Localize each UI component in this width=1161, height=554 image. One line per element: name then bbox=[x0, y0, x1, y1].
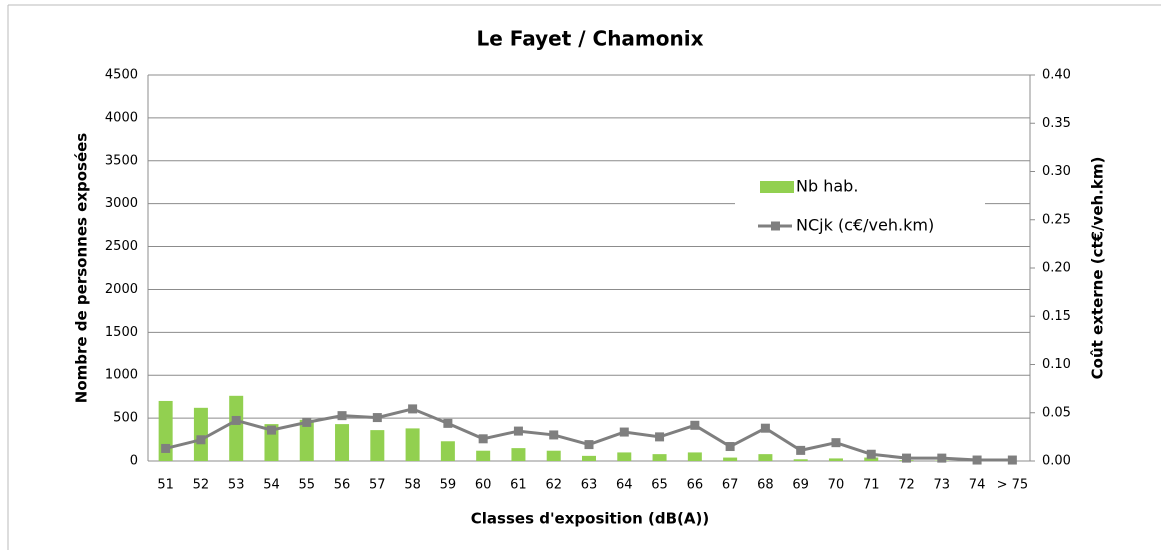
line-marker bbox=[902, 454, 911, 463]
y-tick-label: 2000 bbox=[105, 282, 138, 297]
line-marker bbox=[585, 440, 594, 449]
x-tick-label: 65 bbox=[651, 478, 668, 493]
line-marker bbox=[973, 456, 982, 465]
y-tick-label: 4500 bbox=[105, 68, 138, 83]
bar bbox=[194, 408, 208, 461]
bar bbox=[758, 454, 772, 461]
x-tick-label: 52 bbox=[193, 478, 210, 493]
y-tick-label: 3000 bbox=[105, 196, 138, 211]
y-tick-label: 1500 bbox=[105, 325, 138, 340]
x-tick-label: 74 bbox=[969, 478, 986, 493]
line-marker bbox=[867, 450, 876, 459]
x-tick-label: 57 bbox=[369, 478, 386, 493]
y2-tick-label: 0.05 bbox=[1042, 405, 1071, 420]
y2-tick-label: 0.20 bbox=[1042, 261, 1071, 276]
x-tick-label: 69 bbox=[792, 478, 809, 493]
y-tick-label: 4000 bbox=[105, 110, 138, 125]
y-tick-label: 500 bbox=[113, 411, 138, 426]
x-tick-label: 53 bbox=[228, 478, 245, 493]
chart-title: Le Fayet / Chamonix bbox=[476, 27, 703, 51]
line-marker bbox=[690, 421, 699, 430]
line bbox=[166, 409, 1013, 460]
line-marker bbox=[831, 438, 840, 447]
x-tick-label: 56 bbox=[334, 478, 351, 493]
bar bbox=[441, 441, 455, 461]
y-tick-label: 2500 bbox=[105, 239, 138, 254]
y2-tick-label: 0.15 bbox=[1042, 309, 1071, 324]
y2-tick-label: 0.10 bbox=[1042, 357, 1071, 372]
line-marker bbox=[549, 430, 558, 439]
x-tick-label: > 75 bbox=[997, 478, 1029, 493]
x-tick-label: 62 bbox=[545, 478, 562, 493]
y-tick-label: 0 bbox=[130, 454, 138, 469]
line-marker bbox=[196, 435, 205, 444]
line-marker bbox=[726, 442, 735, 451]
legend-swatch bbox=[760, 181, 794, 193]
y2-tick-label: 0.25 bbox=[1042, 212, 1071, 227]
bar bbox=[229, 396, 243, 461]
line-marker bbox=[408, 404, 417, 413]
y-tick-label: 3500 bbox=[105, 153, 138, 168]
x-tick-label: 70 bbox=[828, 478, 845, 493]
x-tick-label: 73 bbox=[934, 478, 951, 493]
x-tick-label: 58 bbox=[404, 478, 421, 493]
bar bbox=[582, 456, 596, 461]
line-marker bbox=[655, 432, 664, 441]
line-marker bbox=[302, 418, 311, 427]
x-tick-label: 55 bbox=[298, 478, 315, 493]
bar bbox=[723, 458, 737, 461]
bar bbox=[653, 454, 667, 461]
x-tick-label: 71 bbox=[863, 478, 880, 493]
y2-tick-label: 0.35 bbox=[1042, 116, 1071, 131]
line-marker bbox=[620, 428, 629, 437]
x-tick-label: 72 bbox=[898, 478, 915, 493]
bar bbox=[370, 430, 384, 461]
line-marker bbox=[761, 424, 770, 433]
x-tick-label: 67 bbox=[722, 478, 739, 493]
line-marker bbox=[937, 454, 946, 463]
bar bbox=[794, 459, 808, 461]
x-tick-label: 51 bbox=[157, 478, 174, 493]
y2-tick-label: 0.30 bbox=[1042, 164, 1071, 179]
bar bbox=[688, 452, 702, 461]
bar bbox=[617, 452, 631, 461]
line-marker bbox=[267, 426, 276, 435]
x-tick-label: 60 bbox=[475, 478, 492, 493]
bar bbox=[511, 448, 525, 461]
legend-label: Nb hab. bbox=[796, 177, 858, 196]
x-tick-label: 63 bbox=[581, 478, 598, 493]
y2-axis-title: Coût externe (ct€/veh.km) bbox=[1089, 157, 1107, 380]
x-tick-label: 59 bbox=[440, 478, 457, 493]
y-axis-title: Nombre de personnes exposées bbox=[73, 133, 91, 404]
y2-tick-label: 0.40 bbox=[1042, 68, 1071, 83]
bar bbox=[476, 451, 490, 461]
bar bbox=[335, 424, 349, 461]
line-marker bbox=[338, 411, 347, 420]
bar bbox=[547, 451, 561, 461]
x-tick-label: 54 bbox=[263, 478, 280, 493]
line-marker bbox=[443, 419, 452, 428]
legend-marker bbox=[771, 222, 780, 231]
y-tick-label: 1000 bbox=[105, 368, 138, 383]
x-tick-label: 68 bbox=[757, 478, 774, 493]
line-marker bbox=[161, 444, 170, 453]
line-marker bbox=[232, 416, 241, 425]
line-marker bbox=[514, 427, 523, 436]
x-tick-label: 61 bbox=[510, 478, 527, 493]
x-tick-label: 66 bbox=[687, 478, 704, 493]
x-tick-label: 64 bbox=[616, 478, 633, 493]
line-marker bbox=[479, 434, 488, 443]
line-marker bbox=[373, 413, 382, 422]
line-marker bbox=[796, 446, 805, 455]
bar bbox=[829, 458, 843, 461]
bar bbox=[406, 428, 420, 461]
legend-label: NCjk (c€/veh.km) bbox=[796, 216, 934, 235]
line-marker bbox=[1008, 456, 1017, 465]
y2-tick-label: 0.00 bbox=[1042, 454, 1071, 469]
x-axis-title: Classes d'exposition (dB(A)) bbox=[471, 510, 709, 528]
